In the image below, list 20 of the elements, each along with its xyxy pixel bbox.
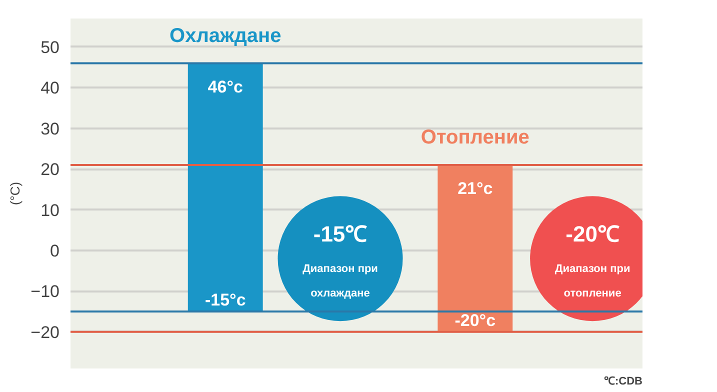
annotation: -15℃ [313, 221, 368, 246]
y-tick-label: −20 [30, 322, 60, 342]
y-tick-label: 20 [40, 160, 60, 180]
text: ℃:CDB [604, 376, 643, 388]
annotation: -20℃ [566, 221, 620, 246]
annotation: -15°c [204, 290, 246, 310]
annotation: Диапазон при охлаждане [302, 262, 378, 300]
annotation: Диапазон при отопление [554, 262, 630, 300]
y-tick-label: 50 [40, 38, 60, 57]
y-axis-title: (°C) [8, 182, 23, 206]
y-tick-label: 10 [40, 200, 60, 220]
y-tick-label: 30 [40, 119, 60, 138]
series-label: Отопление [420, 126, 530, 149]
annotation: -20°c [454, 310, 496, 330]
y-tick-label: 40 [40, 78, 60, 98]
annotation: 21°c [458, 179, 493, 198]
annotation: 46°c [208, 77, 243, 96]
series-label: Охлаждане [170, 24, 282, 47]
y-tick-label: 0 [50, 241, 60, 260]
y-tick-label: −10 [30, 282, 60, 302]
